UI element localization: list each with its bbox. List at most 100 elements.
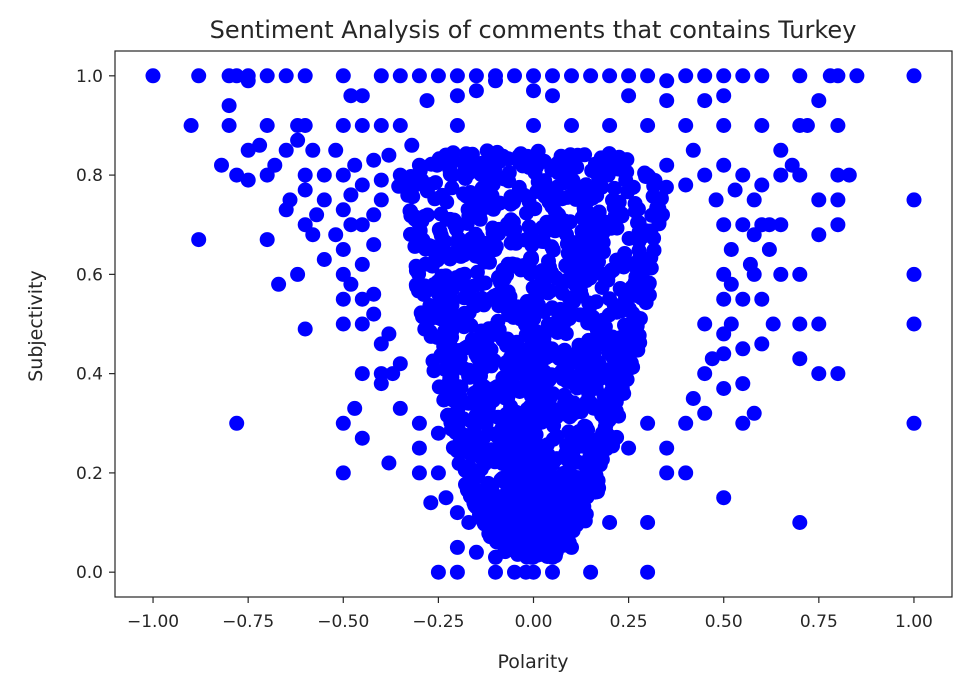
data-point	[659, 157, 675, 173]
data-point	[445, 392, 461, 408]
data-point	[540, 384, 556, 400]
data-point	[335, 291, 351, 307]
data-point	[229, 415, 245, 431]
data-point	[392, 118, 408, 133]
data-point	[576, 200, 592, 216]
data-point	[392, 356, 408, 372]
data-point	[445, 167, 461, 183]
data-point	[366, 207, 382, 223]
data-point	[504, 485, 520, 501]
data-point	[297, 167, 313, 183]
data-point	[229, 167, 245, 183]
data-point	[621, 231, 637, 246]
data-point	[529, 449, 545, 465]
data-point	[830, 366, 846, 382]
data-point	[526, 118, 541, 133]
data-point	[468, 68, 484, 84]
data-point	[830, 192, 846, 208]
data-point	[522, 399, 538, 415]
data-point	[410, 213, 425, 229]
data-point	[550, 306, 566, 322]
data-point	[449, 118, 465, 133]
data-point	[354, 291, 370, 307]
data-point	[430, 465, 446, 481]
data-point	[278, 142, 294, 158]
data-point	[600, 272, 616, 288]
data-point	[716, 217, 732, 233]
x-tick-label: 0.50	[705, 612, 743, 632]
data-point	[440, 246, 456, 262]
data-point	[811, 192, 827, 208]
data-point	[488, 73, 503, 89]
data-point	[183, 118, 199, 133]
data-point	[489, 428, 505, 444]
data-point	[735, 376, 751, 392]
data-point	[754, 118, 770, 133]
data-point	[605, 434, 621, 450]
y-tick-label: 1.0	[76, 67, 103, 87]
data-point	[605, 192, 620, 208]
data-point	[640, 564, 656, 580]
data-point	[449, 564, 465, 580]
y-axis-ticks: 0.0 0.2 0.4 0.6 0.8 1.0	[76, 67, 115, 583]
data-point	[392, 167, 408, 183]
data-point	[659, 73, 675, 89]
data-point	[643, 223, 659, 239]
data-point	[305, 142, 321, 158]
data-point	[539, 214, 555, 230]
data-point	[602, 118, 618, 133]
data-point	[456, 290, 472, 306]
data-point	[554, 275, 570, 291]
data-point	[576, 430, 592, 446]
data-point	[499, 469, 514, 485]
data-point	[449, 505, 465, 521]
data-point	[411, 465, 427, 481]
data-point	[536, 475, 552, 491]
data-point	[347, 400, 363, 416]
data-point	[438, 490, 454, 506]
data-point	[297, 68, 313, 84]
data-point	[507, 68, 522, 84]
data-point	[773, 167, 789, 183]
data-point	[343, 217, 359, 233]
data-point	[335, 242, 351, 257]
data-point	[697, 405, 713, 421]
data-point	[621, 440, 637, 456]
data-point	[754, 336, 770, 352]
data-point	[354, 256, 370, 272]
data-point	[536, 304, 552, 320]
data-point	[309, 207, 325, 223]
data-point	[335, 316, 351, 332]
data-point	[488, 549, 503, 565]
data-point	[354, 118, 370, 133]
data-point	[561, 424, 577, 440]
data-point	[616, 347, 632, 363]
data-point	[454, 431, 470, 447]
data-point	[507, 222, 523, 238]
data-point	[716, 490, 732, 506]
data-point	[830, 217, 846, 233]
data-point	[482, 291, 498, 307]
data-point	[587, 484, 603, 500]
data-point	[570, 470, 586, 486]
data-point	[811, 227, 827, 243]
data-point	[290, 132, 306, 148]
data-point	[723, 242, 739, 257]
data-point	[529, 184, 545, 199]
data-point	[540, 285, 556, 301]
data-point	[614, 206, 630, 222]
data-point	[735, 291, 751, 307]
y-tick-label: 0.2	[76, 464, 103, 484]
data-point	[659, 465, 675, 481]
data-point	[906, 266, 922, 282]
data-point	[297, 321, 313, 337]
data-point	[497, 298, 513, 314]
data-point	[252, 137, 268, 153]
data-point	[564, 539, 579, 555]
data-point	[594, 216, 610, 232]
data-point	[423, 304, 439, 320]
data-point	[621, 88, 637, 104]
data-point	[523, 484, 539, 500]
data-point	[697, 316, 713, 332]
x-tick-label: −0.50	[317, 612, 369, 632]
